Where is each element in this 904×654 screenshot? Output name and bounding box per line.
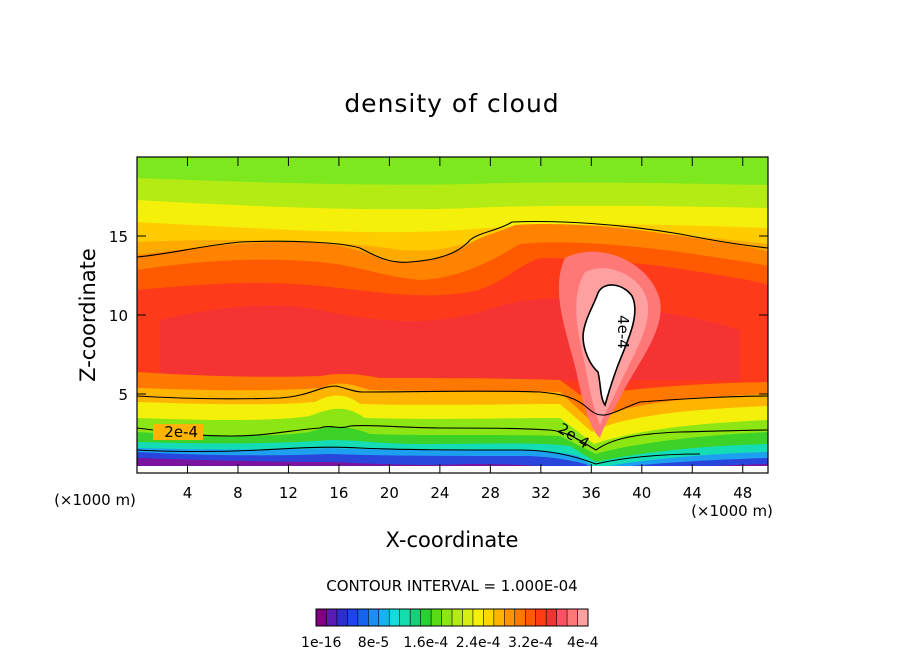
x-tick-label-0: 4 (183, 484, 193, 502)
colorbar-swatch-6 (378, 609, 390, 626)
x-tick-label-7: 32 (531, 484, 550, 502)
contour-label-3: 4e-4 (614, 315, 632, 349)
colorbar-swatch-17 (493, 609, 505, 626)
y-axis-title: Z-coordinate (76, 248, 100, 382)
colorbar-swatch-0 (316, 609, 327, 626)
colorbar-swatch-14 (462, 609, 474, 626)
colorbar (315, 608, 589, 627)
y-tick-label-0: 5 (118, 386, 128, 404)
colorbar-swatch-5 (368, 609, 380, 626)
x-unit-label-left: (×1000 m) (54, 491, 136, 509)
colorbar-swatch-20 (525, 609, 536, 626)
x-tick-label-8: 36 (582, 484, 601, 502)
x-tick-label-1: 8 (233, 484, 243, 502)
x-axis-title: X-coordinate (386, 528, 519, 552)
x-unit-label-right: (×1000 m) (691, 502, 773, 520)
contour-line-low (137, 446, 701, 465)
colorbar-tick-label-3: 2.4e-4 (456, 635, 501, 651)
contour-label-1: 2e-4 (164, 423, 198, 441)
y-tick-label-2: 15 (109, 228, 128, 246)
colorbar-swatch-23 (556, 609, 568, 626)
colorbar-swatch-9 (410, 609, 421, 626)
colorbar-swatch-24 (567, 609, 578, 626)
x-tick-label-6: 28 (481, 484, 500, 502)
contour-line-2e4 (137, 424, 768, 451)
x-tick-label-2: 12 (279, 484, 298, 502)
x-tick-label-10: 44 (683, 484, 702, 502)
colorbar-swatch-18 (504, 609, 516, 626)
colorbar-swatch-15 (472, 609, 484, 626)
colorbar-swatch-12 (441, 609, 453, 626)
colorbar-swatch-4 (357, 609, 369, 626)
colorbar-tick-label-5: 4e-4 (567, 635, 599, 651)
x-tick-label-3: 16 (329, 484, 348, 502)
colorbar-tick-label-4: 3.2e-4 (508, 635, 553, 651)
colorbar-swatch-3 (347, 609, 359, 626)
colorbar-swatch-19 (514, 609, 526, 626)
fill-max-white (582, 284, 636, 407)
colorbar-tick-label-2: 1.6e-4 (403, 635, 448, 651)
colorbar-swatch-13 (452, 609, 463, 626)
colorbar-swatch-11 (431, 609, 442, 626)
x-tick-label-5: 24 (430, 484, 449, 502)
contour-label-group: 2e-4 2e-4 4e-4 (153, 315, 632, 452)
contour-interval-text: CONTOUR INTERVAL = 1.000E-04 (326, 577, 577, 595)
colorbar-swatch-10 (420, 609, 432, 626)
contour-lines (137, 220, 768, 465)
colorbar-swatch-8 (399, 609, 411, 626)
colorbar-swatch-7 (389, 609, 400, 626)
colorbar-swatch-21 (535, 609, 547, 626)
contour-label-bg-1 (153, 424, 203, 440)
colorbar-swatch-16 (483, 609, 495, 626)
x-tick-label-9: 40 (632, 484, 651, 502)
chart-title: density of cloud (344, 89, 559, 118)
x-axis: 4 8 12 16 20 24 28 32 36 40 44 48 (183, 157, 752, 502)
colorbar-tick-label-0: 1e-16 (301, 635, 341, 651)
colorbar-swatch-1 (326, 609, 338, 626)
fill-ground-white (137, 466, 768, 473)
colorbar-tick-labels: 1e-16 8e-5 1.6e-4 2.4e-4 3.2e-4 4e-4 (301, 635, 599, 651)
colorbar-swatch-22 (546, 609, 557, 626)
contour-line-mid (137, 385, 768, 416)
contour-line-upper (137, 220, 768, 263)
y-tick-label-1: 10 (109, 307, 128, 325)
colorbar-tick-label-1: 8e-5 (358, 635, 389, 651)
x-tick-label-11: 48 (733, 484, 752, 502)
plot-area (137, 157, 768, 473)
y-axis: 5 10 15 (109, 228, 768, 404)
colorbar-swatch-2 (336, 609, 348, 626)
x-tick-label-4: 20 (380, 484, 399, 502)
colorbar-swatch-25 (577, 609, 589, 626)
